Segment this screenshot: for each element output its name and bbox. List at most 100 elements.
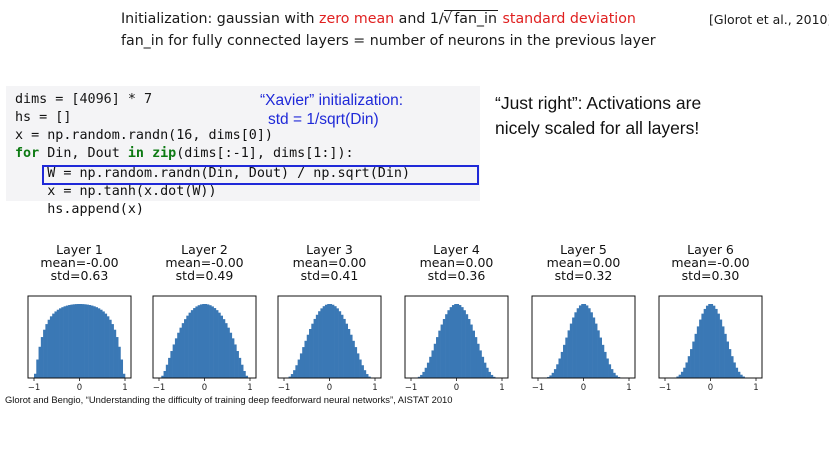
histogram-bar xyxy=(465,314,469,378)
histogram-bar xyxy=(199,304,203,378)
chart-title-2: mean=-0.00 xyxy=(40,255,118,270)
histogram-bar xyxy=(63,306,67,378)
histogram-bar xyxy=(304,340,308,378)
histogram-bar xyxy=(49,316,53,378)
histogram-bar xyxy=(68,305,71,378)
histogram-bar xyxy=(90,305,94,378)
citation: Glorot and Bengio, “Understanding the di… xyxy=(5,394,453,405)
histogram-bar xyxy=(336,308,339,378)
histogram-bar xyxy=(36,359,39,378)
histogram-bar xyxy=(363,370,367,378)
histogram-bar xyxy=(70,304,73,378)
code-line-5: W = np.random.randn(Din, Dout) / np.sqrt… xyxy=(15,166,411,181)
histogram-bar xyxy=(218,312,221,378)
histogram-bar xyxy=(426,362,430,378)
reference-label: [Glorot et al., 2010] xyxy=(709,12,829,27)
histogram-bar xyxy=(690,349,693,378)
zero-mean-text: zero mean xyxy=(319,11,395,27)
histogram-bar xyxy=(95,307,98,378)
histogram-bar xyxy=(161,375,164,378)
histogram-bar xyxy=(170,351,173,378)
histogram-bar xyxy=(81,304,85,378)
histogram-bar xyxy=(560,351,564,378)
histogram-bar xyxy=(334,306,337,378)
x-tick-label: 1 xyxy=(247,383,252,390)
histogram-bar xyxy=(590,312,593,378)
histogram-bar xyxy=(54,311,58,378)
histogram-bar xyxy=(447,310,450,378)
histogram-bar xyxy=(588,308,591,378)
histogram-bar xyxy=(177,332,180,378)
code-line-4: for Din, Dout in zip(dims[:-1], dims[1:]… xyxy=(15,146,354,161)
histogram-bar xyxy=(472,330,475,378)
chart-title-3: std=0.36 xyxy=(428,268,486,283)
histogram-bar xyxy=(486,367,489,378)
histogram-bar xyxy=(338,311,342,378)
histogram-bar xyxy=(576,308,580,378)
histogram-bar xyxy=(88,305,92,378)
histogram-bar xyxy=(188,312,192,378)
header-line-1: Initialization: gaussian with zero mean … xyxy=(121,10,636,27)
histogram-bar xyxy=(213,308,217,378)
x-tick-label: 0 xyxy=(454,383,459,390)
histogram-bar xyxy=(324,304,328,378)
histogram-bar xyxy=(236,351,239,378)
histogram-bar xyxy=(569,323,573,378)
histogram-bar xyxy=(715,308,718,378)
histogram-bar xyxy=(345,323,348,378)
histogram-bar xyxy=(61,307,64,378)
histogram-bar xyxy=(331,304,335,378)
histogram-bar xyxy=(52,313,55,378)
x-tick-label: 0 xyxy=(77,383,82,390)
histogram-bar xyxy=(597,330,600,378)
histogram-bar xyxy=(102,311,105,378)
histogram-bar xyxy=(59,308,62,378)
histogram-bar xyxy=(733,362,736,378)
histogram-bar xyxy=(243,370,246,378)
histogram-bar xyxy=(701,313,704,378)
histogram-bar xyxy=(309,328,312,378)
histogram-bar xyxy=(483,362,487,378)
histogram-bar xyxy=(163,370,167,378)
histogram-bar xyxy=(293,370,296,378)
histogram-bar xyxy=(481,356,485,378)
code-line-1: dims = [4096] * 7 xyxy=(15,92,153,107)
histogram-bar xyxy=(220,315,223,378)
histogram-bar xyxy=(680,371,684,378)
histogram-bar xyxy=(565,337,568,378)
chart-title-1: Layer 2 xyxy=(181,242,228,257)
histogram-bar xyxy=(231,338,235,378)
histogram-bar xyxy=(461,307,464,378)
histogram-bar xyxy=(705,305,709,378)
code-line-3: x = np.random.randn(16, dims[0]) xyxy=(15,128,273,143)
histogram-bar xyxy=(617,376,621,378)
histogram-bar xyxy=(93,306,96,378)
histogram-bar xyxy=(352,340,355,378)
histogram-bar xyxy=(572,317,575,378)
histogram-bar xyxy=(179,327,183,378)
histogram-bar xyxy=(574,312,577,378)
histogram-bar xyxy=(615,375,618,378)
histogram-bar xyxy=(490,374,494,378)
histogram-bar xyxy=(703,308,707,378)
histogram-bar xyxy=(449,307,453,378)
histogram-bar xyxy=(699,319,702,378)
histogram-bar xyxy=(195,306,198,378)
histogram-bar xyxy=(359,359,362,378)
histogram-bar xyxy=(113,329,117,378)
histogram-bar xyxy=(181,323,185,378)
x-tick-label: −1 xyxy=(532,383,545,390)
histogram-bar xyxy=(445,314,448,378)
histogram-bar xyxy=(184,319,187,378)
chart-title-2: mean=-0.00 xyxy=(165,255,243,270)
histogram-bar xyxy=(238,357,242,378)
fan-in-text: fan_in xyxy=(454,11,497,27)
histogram-bar xyxy=(299,353,303,378)
histogram-bar xyxy=(295,365,298,378)
histogram-bar xyxy=(206,304,210,378)
histogram-bar xyxy=(347,328,351,378)
callout-line-1: “Just right”: Activations are xyxy=(495,93,702,113)
histogram-bar xyxy=(451,305,455,378)
